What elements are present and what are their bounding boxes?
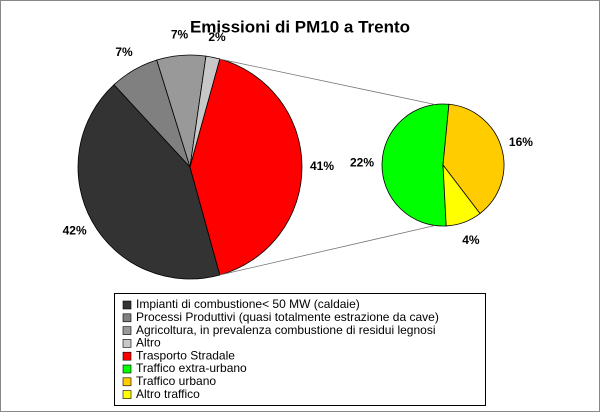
slice-label: 7%	[171, 28, 189, 42]
connector	[219, 58, 436, 105]
pie-slice	[381, 103, 450, 227]
slice-label: 4%	[462, 233, 480, 247]
legend-label: Processi Produttivi (quasi totalmente es…	[136, 310, 439, 324]
legend-swatch	[122, 300, 132, 310]
legend-swatch	[122, 313, 132, 323]
legend-swatch	[122, 377, 132, 387]
legend-swatch	[122, 364, 132, 374]
legend-label: Traffico extra-urbano	[136, 361, 247, 375]
connector	[219, 225, 436, 276]
legend-swatch	[122, 390, 132, 399]
chart-title: Emissioni di PM10 a Trento	[190, 17, 410, 36]
slice-label: 7%	[115, 45, 133, 59]
slice-label: 2%	[208, 30, 226, 44]
legend-box	[114, 293, 486, 406]
slice-label: 42%	[63, 223, 87, 237]
legend-label: Impianti di combustione< 50 MW (caldaie)	[136, 297, 360, 311]
legend-label: Trasporto Stradale	[136, 348, 235, 362]
legend-label: Altro	[136, 336, 161, 350]
pie-slice	[77, 84, 221, 280]
slices	[77, 54, 505, 280]
legend-label: Agricoltura, in prevalenza combustione d…	[136, 323, 436, 337]
legend-label: Altro traffico	[136, 387, 200, 401]
slice-label: 41%	[310, 159, 334, 173]
legend-swatch	[122, 339, 132, 348]
legend-label: Traffico urbano	[136, 374, 216, 388]
pie-slice	[442, 103, 505, 215]
slice-label: 16%	[509, 135, 533, 149]
legend-swatch	[122, 351, 132, 361]
pie-slice	[442, 163, 481, 227]
slice-label: 22%	[350, 155, 374, 169]
pie-slice	[189, 58, 303, 276]
legend-swatch	[122, 326, 132, 335]
